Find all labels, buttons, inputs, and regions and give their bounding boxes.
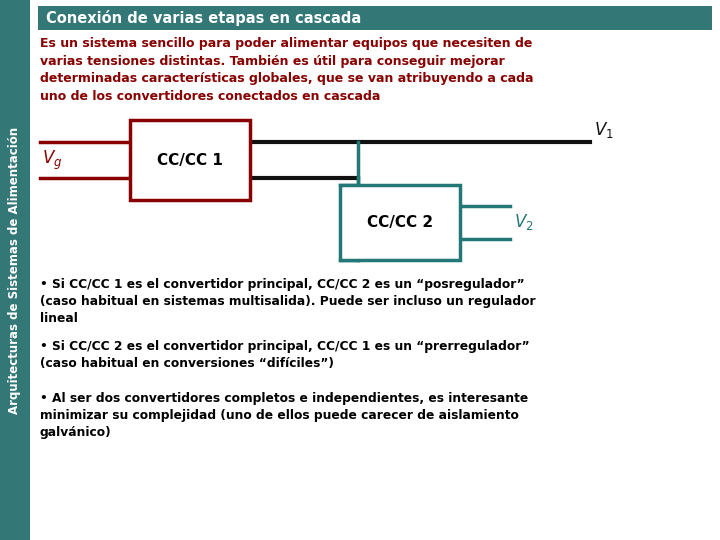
Text: $V_1$: $V_1$ xyxy=(594,120,613,140)
Text: CC/CC 2: CC/CC 2 xyxy=(367,215,433,230)
Bar xyxy=(130,120,250,200)
Text: • Si CC/CC 1 es el convertidor principal, CC/CC 2 es un “posregulador”
(caso hab: • Si CC/CC 1 es el convertidor principal… xyxy=(40,278,536,325)
Text: Conexión de varias etapas en cascada: Conexión de varias etapas en cascada xyxy=(46,10,361,26)
Text: $V_2$: $V_2$ xyxy=(514,213,534,233)
Text: Arquitecturas de Sistemas de Alimentación: Arquitecturas de Sistemas de Alimentació… xyxy=(9,126,22,414)
Text: $V_g$: $V_g$ xyxy=(42,148,63,172)
Bar xyxy=(340,185,460,260)
Text: • Si CC/CC 2 es el convertidor principal, CC/CC 1 es un “prerregulador”
(caso ha: • Si CC/CC 2 es el convertidor principal… xyxy=(40,340,530,370)
Bar xyxy=(0,0,30,540)
Text: Es un sistema sencillo para poder alimentar equipos que necesiten de
varias tens: Es un sistema sencillo para poder alimen… xyxy=(40,37,534,103)
Text: CC/CC 1: CC/CC 1 xyxy=(157,152,223,167)
Bar xyxy=(38,6,712,30)
Text: • Al ser dos convertidores completos e independientes, es interesante
minimizar : • Al ser dos convertidores completos e i… xyxy=(40,392,528,439)
